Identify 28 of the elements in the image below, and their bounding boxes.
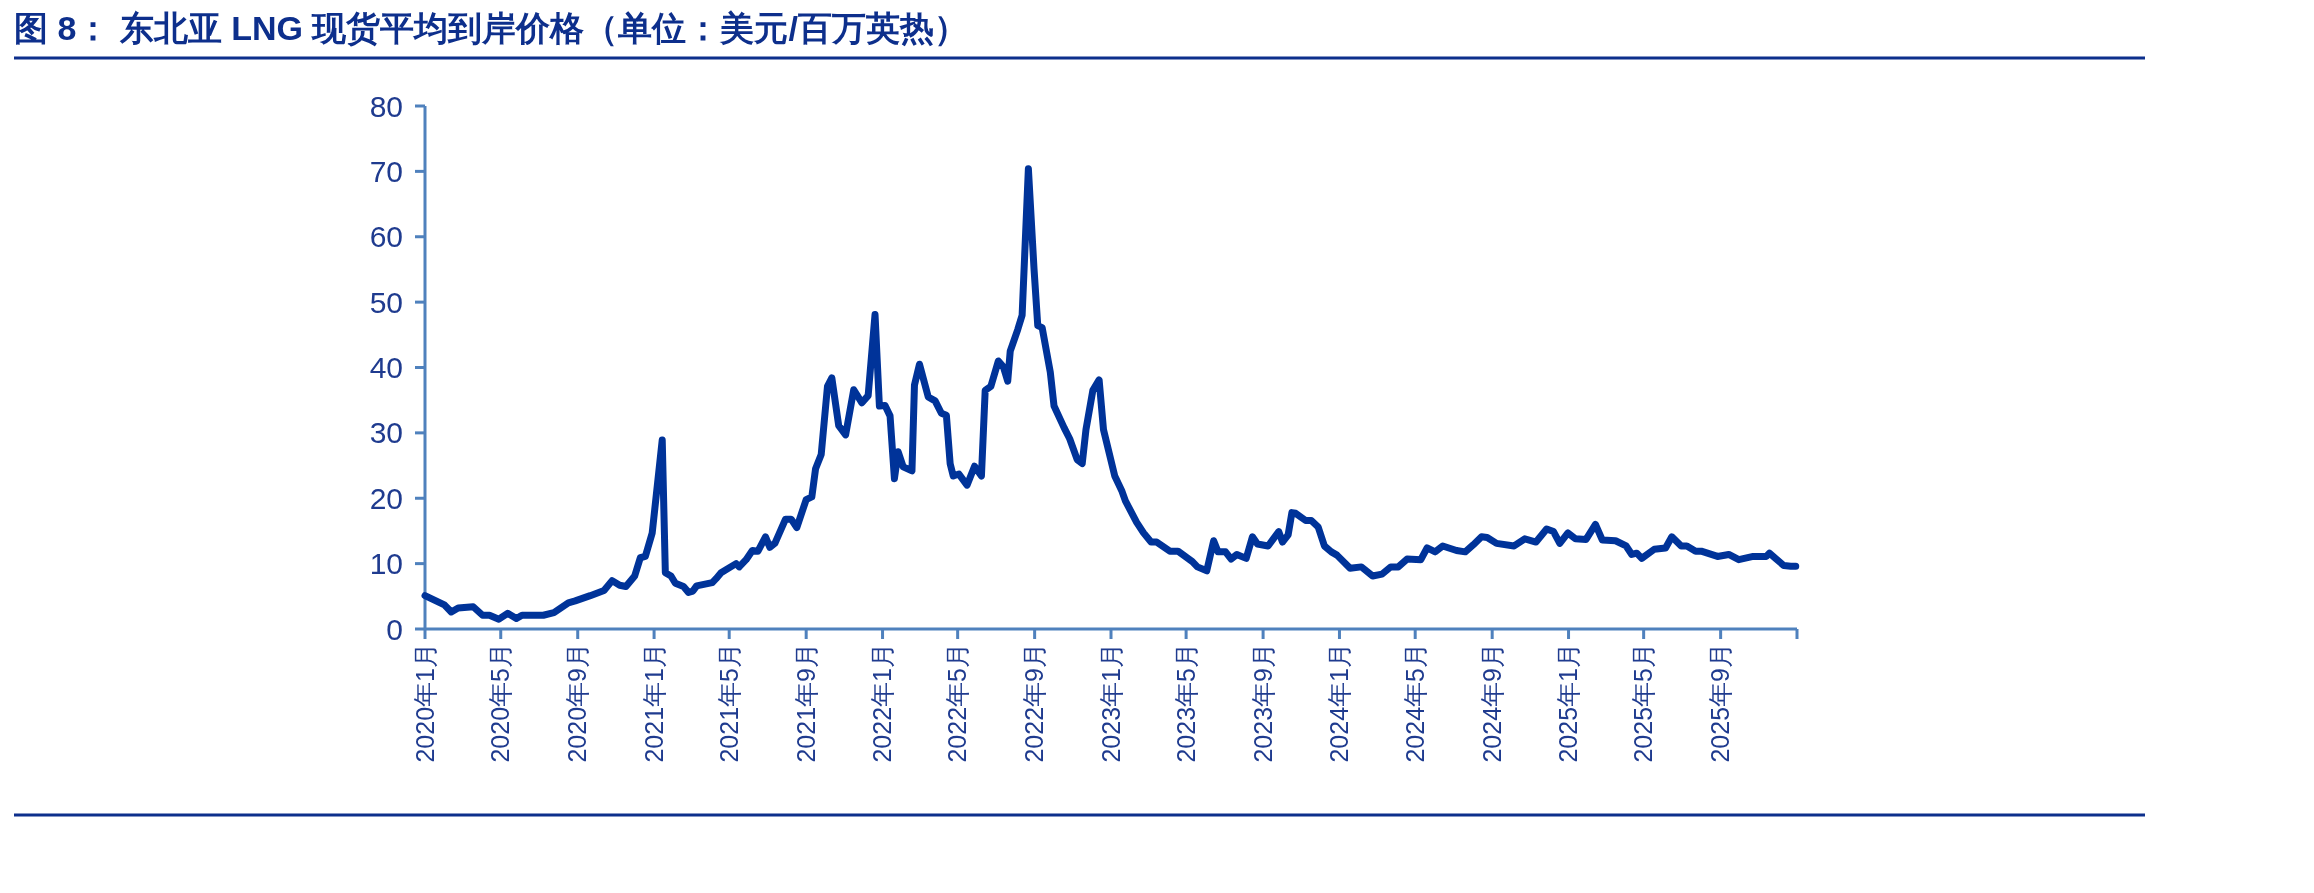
x-tick-label: 2023年9月 <box>1248 643 1277 763</box>
x-tick-label: 2024年9月 <box>1477 643 1506 763</box>
y-tick-label: 50 <box>369 285 403 319</box>
y-tick-label: 0 <box>386 612 403 646</box>
y-tick-label: 60 <box>369 220 403 254</box>
x-tick-label: 2021年9月 <box>791 643 820 763</box>
x-tick-label: 2022年1月 <box>868 643 897 763</box>
x-tick-label: 2022年9月 <box>1020 643 1049 763</box>
x-tick-label: 2020年1月 <box>410 643 439 763</box>
y-tick-label: 20 <box>369 481 403 515</box>
x-tick-label: 2024年5月 <box>1400 643 1429 763</box>
x-tick-label: 2025年1月 <box>1554 643 1583 763</box>
y-tick-label: 10 <box>369 547 403 581</box>
x-tick-label: 2023年1月 <box>1096 643 1125 763</box>
x-tick-label: 2021年5月 <box>714 643 743 763</box>
chart-title: 图 8： 东北亚 LNG 现货平均到岸价格（单位：美元/百万英热） <box>14 9 968 47</box>
x-tick-label: 2025年5月 <box>1629 643 1658 763</box>
x-tick-label: 2025年9月 <box>1706 643 1735 763</box>
y-tick-label: 70 <box>369 154 403 188</box>
x-tick-label: 2020年5月 <box>486 643 515 763</box>
y-tick-label: 40 <box>369 351 403 384</box>
x-tick-label: 2023年5月 <box>1171 643 1200 763</box>
x-tick-label: 2020年9月 <box>563 643 592 763</box>
y-tick-label: 30 <box>369 416 403 450</box>
x-tick-label: 2021年1月 <box>639 643 668 763</box>
x-tick-label: 2024年1月 <box>1325 643 1354 763</box>
y-tick-label: 80 <box>369 89 403 123</box>
x-tick-label: 2022年5月 <box>943 643 972 763</box>
